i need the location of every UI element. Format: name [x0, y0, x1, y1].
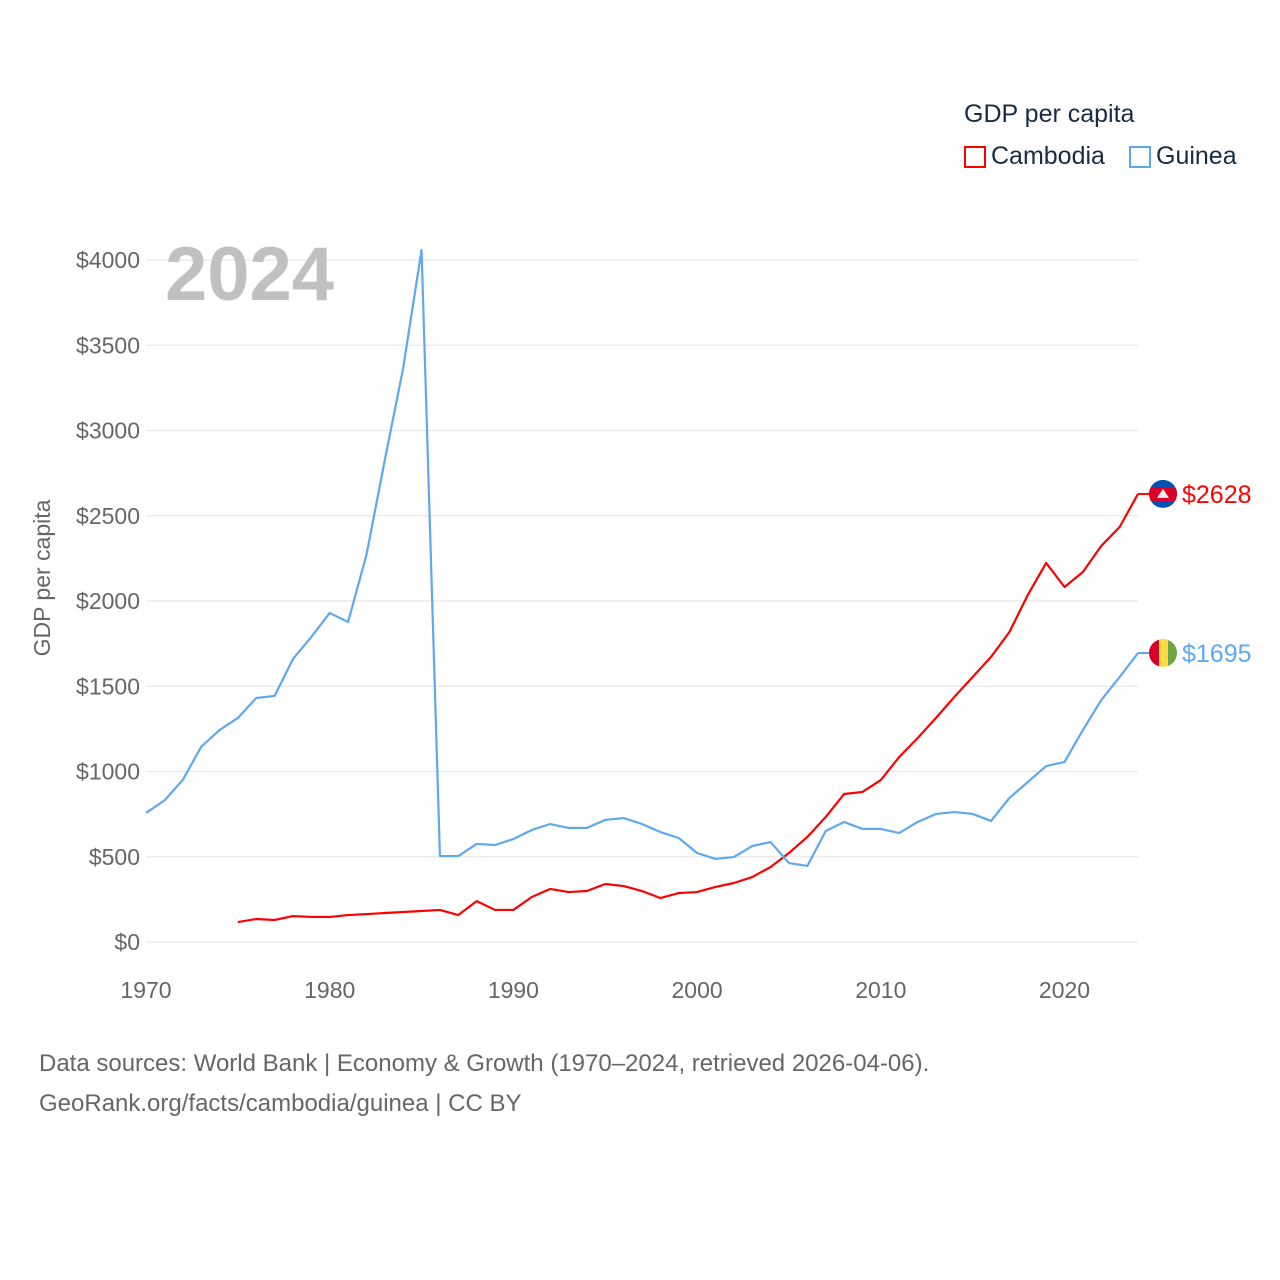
- legend-label: Cambodia: [991, 142, 1105, 170]
- legend-swatch: [1129, 145, 1151, 168]
- y-tick-label: $2500: [76, 503, 140, 529]
- series-line-guinea: [145, 248, 1139, 868]
- footer-line-1: Data sources: World Bank | Economy & Gro…: [39, 1050, 930, 1077]
- y-tick-label: $3500: [76, 332, 140, 358]
- year-label: 2024: [165, 232, 334, 317]
- legend-item-guinea[interactable]: Guinea: [1129, 142, 1237, 171]
- y-tick-label: $1000: [76, 759, 140, 785]
- end-value-label: $1695: [1182, 640, 1252, 668]
- guinea-flag-icon: [1149, 639, 1177, 668]
- x-tick-label: 1970: [120, 977, 171, 1003]
- footer-source: Data sources: World Bank | Economy & Gro…: [39, 1044, 929, 1124]
- legend-item-cambodia[interactable]: Cambodia: [964, 142, 1105, 171]
- x-tick-label: 1990: [488, 977, 539, 1003]
- series-line-cambodia: [237, 493, 1139, 924]
- legend-label: Guinea: [1156, 142, 1237, 170]
- cambodia-flag-icon: [1149, 479, 1177, 508]
- y-tick-label: $500: [89, 844, 140, 870]
- y-tick-label: $3000: [76, 418, 140, 444]
- legend-title: GDP per capita: [964, 100, 1135, 128]
- y-tick-label: $1500: [76, 673, 140, 699]
- y-axis-label: GDP per capita: [29, 499, 55, 656]
- x-tick-label: 2000: [672, 977, 723, 1003]
- y-tick-label: $4000: [76, 247, 140, 273]
- legend-swatch: [964, 145, 986, 168]
- x-tick-label: 2010: [855, 977, 906, 1003]
- y-tick-label: $2000: [76, 588, 140, 614]
- y-tick-label: $0: [114, 929, 140, 955]
- x-tick-label: 1980: [304, 977, 355, 1003]
- footer-line-2: GeoRank.org/facts/cambodia/guinea | CC B…: [39, 1090, 522, 1117]
- end-value-label: $2628: [1182, 481, 1252, 509]
- x-tick-label: 2020: [1039, 977, 1090, 1003]
